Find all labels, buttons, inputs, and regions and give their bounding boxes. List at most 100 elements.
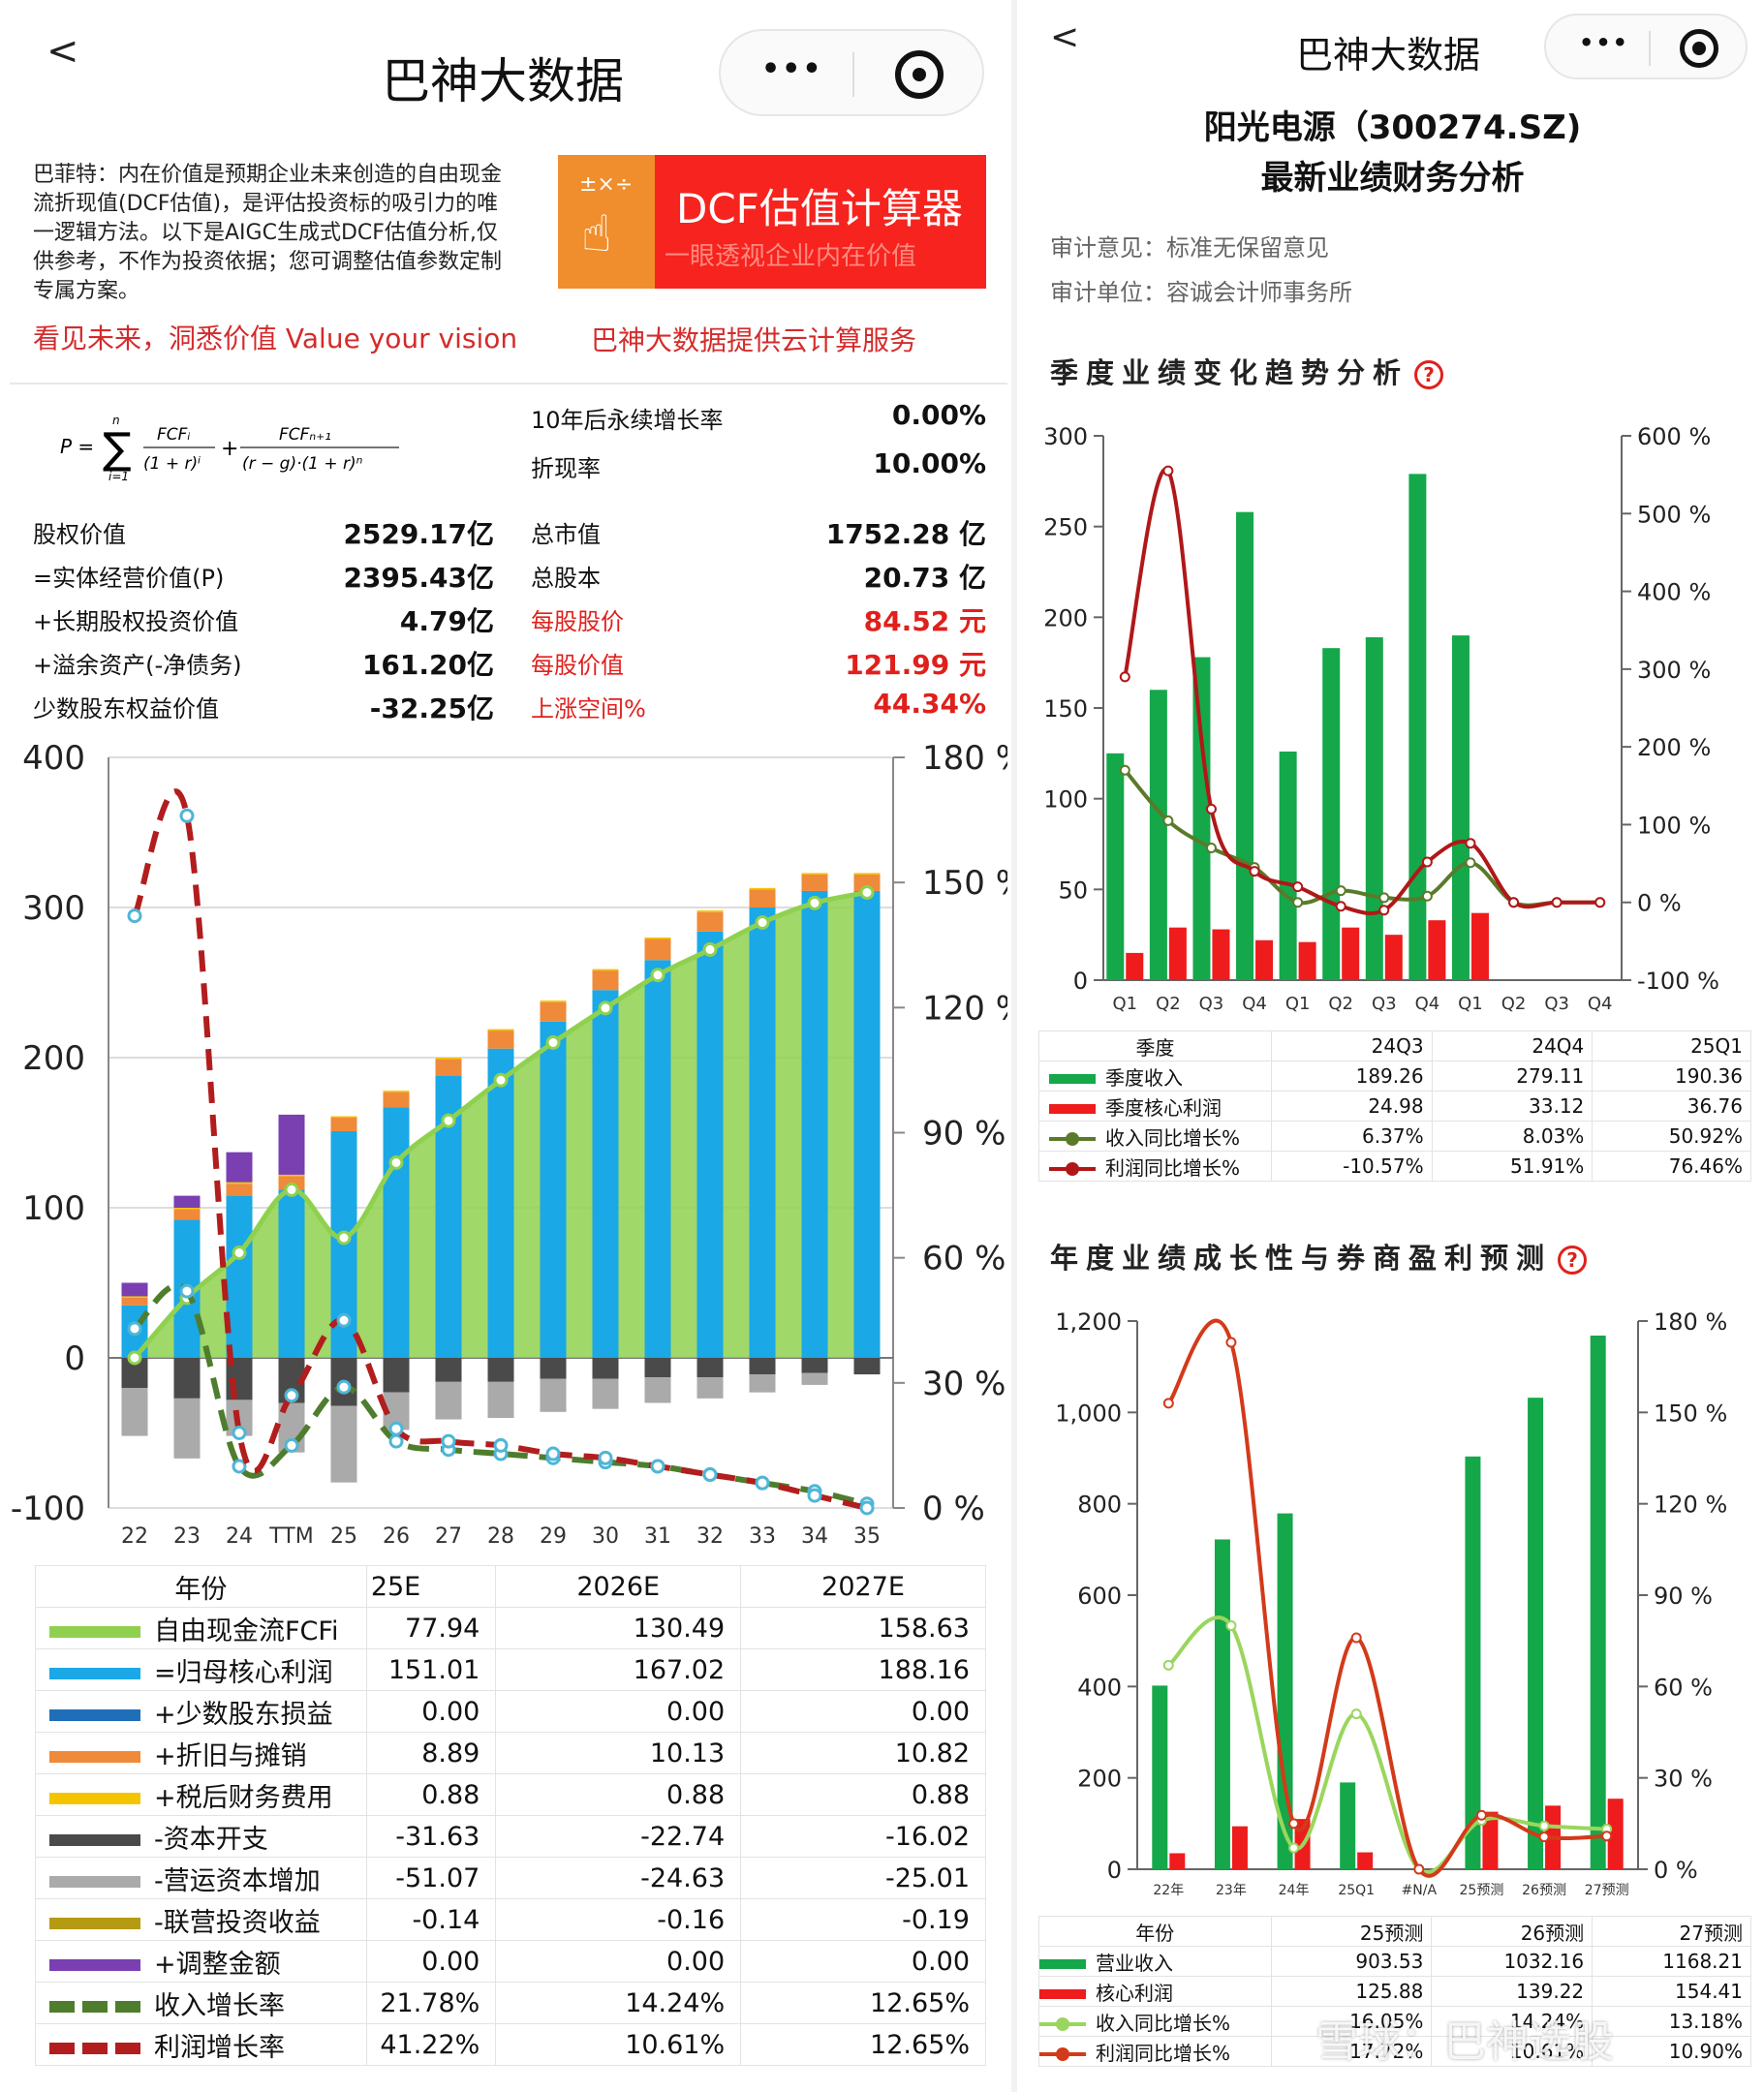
neg-bar-segment: [435, 1358, 462, 1382]
close-target-icon[interactable]: [1680, 29, 1718, 68]
x-tick-label: 26: [383, 1524, 410, 1549]
row-label: 季度收入: [1105, 1065, 1183, 1090]
legend-swatch: [49, 2001, 140, 2013]
table-header: 25E: [365, 1565, 497, 1608]
x-tick-label: Q1: [1458, 994, 1483, 1014]
growth-point: [1378, 905, 1390, 916]
help-icon[interactable]: ?: [1558, 1246, 1588, 1275]
value-cell: 1168.21: [1592, 1946, 1751, 1977]
bar-segment: [540, 1000, 567, 1002]
row-label-cell: 利润增长率: [35, 2023, 367, 2066]
bar-segment: [278, 1114, 305, 1175]
market-cap-label: 总市值: [531, 521, 601, 548]
neg-bar-segment: [383, 1358, 410, 1393]
neg-bar-segment: [173, 1398, 201, 1459]
y2-tick-label: 60 %: [1654, 1674, 1713, 1701]
more-icon[interactable]: •••: [761, 52, 823, 86]
value-cell: 130.49: [495, 1607, 742, 1649]
growth-point: [1162, 1659, 1174, 1671]
bar-segment: [592, 970, 619, 991]
back-button[interactable]: <: [1050, 17, 1080, 57]
audit-opinion: 审计意见：标准无保留意见: [1050, 234, 1329, 262]
help-icon[interactable]: ?: [1414, 360, 1444, 389]
row-label-cell: 季度核心利润: [1038, 1091, 1272, 1122]
growth-point: [1225, 1619, 1237, 1631]
svg-text:FCFₙ₊₁: FCFₙ₊₁: [279, 425, 331, 445]
growth-point: [1119, 764, 1130, 776]
legend-swatch: [1039, 1959, 1086, 1969]
bar-segment: [383, 1091, 410, 1092]
bar: [1277, 1513, 1293, 1869]
more-icon[interactable]: •••: [1579, 29, 1630, 56]
neg-bar-segment: [644, 1377, 671, 1403]
value-cell: 21.78%: [365, 1982, 497, 2024]
y-tick-label: 300: [1043, 423, 1088, 450]
legend-swatch: [49, 2043, 140, 2054]
bar: [1279, 751, 1297, 980]
value-cell: 125.88: [1270, 1976, 1433, 2007]
legend-swatch: [1049, 1074, 1096, 1084]
x-tick-label: 31: [644, 1524, 671, 1549]
value-cell: 0.00: [740, 1940, 986, 1983]
y2-tick-label: 30 %: [922, 1365, 1006, 1403]
value-cell: 189.26: [1270, 1061, 1433, 1092]
bar-segment: [749, 887, 776, 890]
legend-swatch: [1049, 1132, 1096, 1146]
watermark: 雪球：巴神选股: [1315, 2017, 1614, 2067]
y2-tick-label: -100 %: [1637, 968, 1719, 995]
growth-point: [284, 1388, 299, 1403]
y-tick-label: 400: [22, 739, 85, 778]
table-header: 24Q3: [1270, 1031, 1433, 1061]
row-label-cell: 利润同比增长%: [1038, 1151, 1272, 1182]
growth-point: [755, 1475, 770, 1491]
x-tick-label: Q3: [1199, 994, 1224, 1014]
bar-segment: [226, 1182, 253, 1184]
value-cell: 0.00: [495, 1940, 742, 1983]
bar: [1340, 1782, 1356, 1869]
row-label-cell: 收入同比增长%: [1038, 2006, 1272, 2037]
bar-segment: [749, 889, 776, 908]
x-tick-label: Q2: [1328, 994, 1353, 1014]
fcf-point: [388, 1155, 404, 1170]
value-cell: 0.00: [365, 1690, 497, 1733]
neg-bar-segment: [853, 1358, 881, 1375]
perpetual-growth-value[interactable]: 0.00%: [891, 399, 986, 431]
value-cell: -0.16: [495, 1898, 742, 1941]
bar-segment: [278, 1174, 305, 1177]
value-cell: -24.63: [495, 1857, 742, 1899]
y2-tick-label: 30 %: [1654, 1766, 1713, 1793]
growth-point: [1225, 1337, 1237, 1348]
y-tick-label: 100: [1043, 786, 1088, 814]
discount-rate-value[interactable]: 10.00%: [873, 447, 986, 479]
table-row: 自由现金流FCFi 77.94 130.49 158.63: [35, 1607, 986, 1649]
growth-point: [1538, 1820, 1550, 1831]
x-tick-label: Q3: [1372, 994, 1397, 1014]
mini-program-capsule: •••: [719, 29, 984, 116]
value-cell: -16.02: [740, 1815, 986, 1858]
bar-segment: [644, 938, 671, 939]
y2-tick-label: 180 %: [922, 739, 1007, 778]
bar: [1149, 690, 1167, 980]
x-tick-label: Q4: [1242, 994, 1267, 1014]
svg-text:i=1: i=1: [108, 470, 129, 483]
y2-tick-label: 150 %: [1654, 1400, 1727, 1427]
intro-text: 巴菲特：内在价值是预期企业未来创造的自由现金流折现值(DCF估值)，是评估投资标…: [33, 163, 503, 303]
x-tick-label: Q2: [1156, 994, 1181, 1014]
growth-point: [650, 1459, 665, 1474]
value-cell: 0.00: [740, 1690, 986, 1733]
row-label: +税后财务费用: [154, 1782, 333, 1813]
legend-swatch: [1039, 2017, 1086, 2031]
dcf-formula: P = ∑ n i=1 FCFᵢ (1 + r)ⁱ + FCFₙ₊₁ (r − …: [60, 414, 399, 483]
x-tick-label: 22年: [1153, 1883, 1184, 1898]
row-label-cell: +税后财务费用: [35, 1773, 367, 1816]
close-target-icon[interactable]: [895, 50, 944, 99]
back-button[interactable]: <: [46, 29, 79, 74]
growth-point: [336, 1379, 352, 1395]
share-price-label: 每股股价: [531, 608, 624, 635]
dcf-calculator-banner[interactable]: ±×÷ ☝ DCF估值计算器 一眼透视企业内在价值: [558, 155, 986, 289]
table-header: 27预测: [1592, 1916, 1751, 1947]
market-cap-value: 1752.28 亿: [825, 518, 986, 550]
bar: [1231, 1826, 1248, 1869]
x-tick-label: Q4: [1415, 994, 1440, 1014]
growth-point: [1292, 897, 1304, 908]
